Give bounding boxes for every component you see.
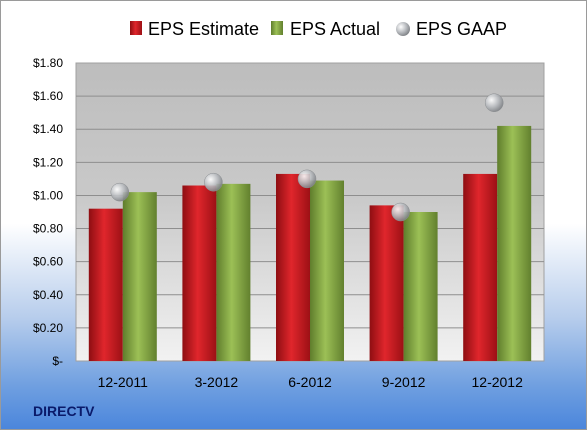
y-tick-label: $1.20 xyxy=(33,155,63,169)
gaap-marker xyxy=(391,202,410,222)
y-tick-label: $1.60 xyxy=(33,89,63,103)
y-tick-label: $1.00 xyxy=(33,188,63,202)
legend-item-actual: EPS Actual xyxy=(271,19,380,39)
legend-swatch-gaap xyxy=(396,22,410,36)
x-category-label: 3-2012 xyxy=(195,374,239,390)
gaap-marker xyxy=(297,169,317,189)
y-tick-label: $0.60 xyxy=(33,255,63,269)
bar-eps-actual xyxy=(122,192,157,361)
y-tick-label: $1.40 xyxy=(33,122,63,136)
legend-swatch-estimate xyxy=(130,21,142,35)
y-axis-ticks: $- $0.20 $0.40 $0.60 $0.80 $1.00 $1.20 $1.40 $1.… xyxy=(33,56,63,368)
y-tick-label: $1.80 xyxy=(33,56,63,70)
bar-eps-estimate xyxy=(463,173,498,361)
bar-eps-estimate xyxy=(369,205,404,361)
gaap-markers xyxy=(110,93,504,222)
company-label: DIRECTV xyxy=(33,403,95,419)
legend-label-gaap: EPS GAAP xyxy=(416,19,507,39)
gaap-marker xyxy=(484,93,504,112)
y-tick-label: $- xyxy=(52,354,63,368)
y-tick-label: $0.80 xyxy=(33,222,63,236)
x-category-label: 12-2012 xyxy=(472,374,524,390)
y-tick-label: $0.40 xyxy=(33,288,63,302)
x-category-label: 6-2012 xyxy=(288,374,332,390)
y-tick-label: $0.20 xyxy=(33,321,63,335)
legend-swatch-actual xyxy=(271,21,283,35)
bar-eps-actual xyxy=(497,125,532,362)
gaap-marker xyxy=(204,172,223,192)
bar-eps-actual xyxy=(310,180,344,361)
bar-eps-estimate xyxy=(182,185,217,361)
bar-eps-actual xyxy=(403,212,438,361)
legend: EPS Estimate EPS Actual EPS GAAP xyxy=(130,19,507,39)
bar-eps-actual xyxy=(216,183,251,361)
bar-eps-estimate xyxy=(88,208,123,361)
bar-eps-estimate xyxy=(276,173,310,361)
x-category-label: 9-2012 xyxy=(382,374,426,390)
gaap-marker xyxy=(110,182,130,202)
legend-label-actual: EPS Actual xyxy=(290,19,380,39)
x-category-label: 12-2011 xyxy=(98,374,149,390)
bars xyxy=(88,125,532,362)
x-axis-categories: 12-2011 3-2012 6-2012 9-2012 12-2012 xyxy=(98,374,523,390)
legend-item-gaap: EPS GAAP xyxy=(396,19,507,39)
legend-item-estimate: EPS Estimate xyxy=(130,19,259,39)
legend-label-estimate: EPS Estimate xyxy=(148,19,259,39)
